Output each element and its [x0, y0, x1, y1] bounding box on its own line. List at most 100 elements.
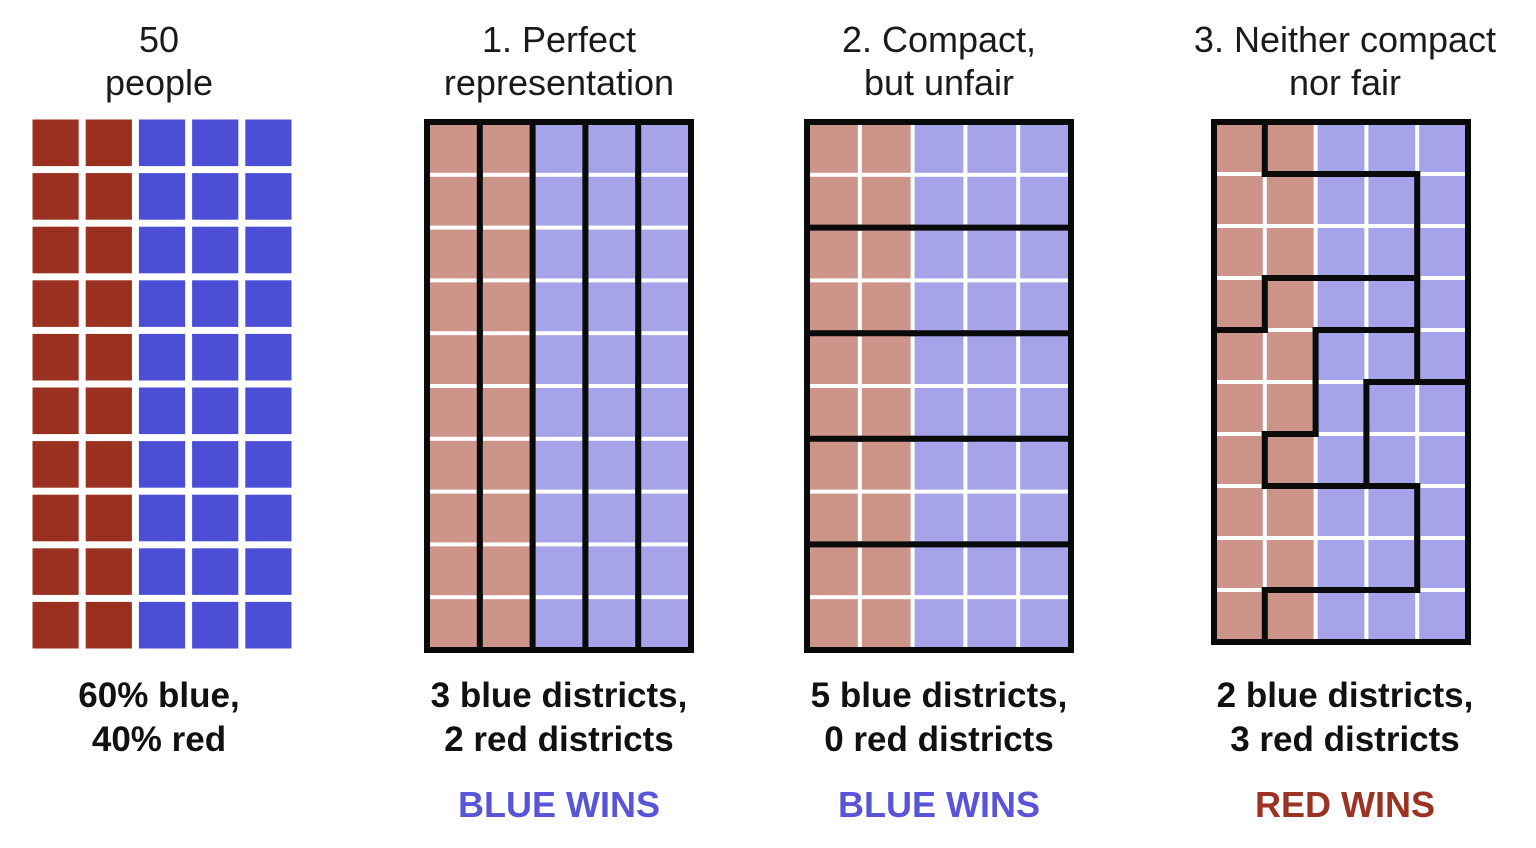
- blue-person-cell: [1317, 540, 1365, 588]
- blue-person-cell: [534, 599, 584, 648]
- blue-person-cell: [914, 493, 964, 543]
- blue-person-cell: [1368, 592, 1416, 640]
- blue-person-cell: [587, 493, 637, 543]
- red-person-cell: [481, 282, 531, 332]
- panel-result: 5 blue districts, 0 red districts: [780, 674, 1098, 762]
- blue-person-cell: [138, 601, 186, 649]
- blue-person-cell: [192, 601, 239, 649]
- blue-person-cell: [967, 282, 1017, 332]
- blue-person-cell: [1317, 228, 1365, 276]
- blue-person-cell: [1020, 282, 1069, 332]
- blue-person-cell: [914, 282, 964, 332]
- red-person-cell: [1216, 540, 1263, 588]
- blue-person-cell: [587, 282, 637, 332]
- blue-person-cell: [534, 124, 584, 173]
- panel-result-line-2: 0 red districts: [824, 720, 1054, 759]
- blue-person-cell: [1317, 176, 1365, 224]
- blue-person-cell: [967, 388, 1017, 437]
- blue-person-cell: [1419, 540, 1466, 588]
- blue-person-cell: [1419, 228, 1466, 276]
- red-person-cell: [429, 229, 478, 279]
- blue-person-cell: [1419, 176, 1466, 224]
- panel-title: 50 people: [0, 18, 318, 104]
- blue-person-cell: [1368, 488, 1416, 536]
- blue-person-cell: [245, 601, 292, 649]
- blue-person-cell: [640, 440, 689, 490]
- blue-person-cell: [1419, 124, 1466, 172]
- state-outline: [1211, 119, 1471, 645]
- red-person-cell: [809, 493, 858, 543]
- red-person-cell: [809, 335, 858, 384]
- red-person-cell: [1216, 592, 1263, 640]
- red-person-cell: [32, 387, 79, 435]
- panel-title: 2. Compact, but unfair: [780, 18, 1098, 104]
- red-person-cell: [32, 601, 79, 649]
- blue-person-cell: [1419, 488, 1466, 536]
- blue-person-cell: [534, 493, 584, 543]
- blue-person-cell: [587, 176, 637, 226]
- blue-person-cell: [587, 388, 637, 437]
- red-person-cell: [85, 333, 132, 381]
- red-person-cell: [85, 226, 132, 274]
- blue-person-cell: [1317, 436, 1365, 484]
- red-person-cell: [481, 493, 531, 543]
- blue-person-cell: [138, 387, 186, 435]
- panel-result-line-1: 2 blue districts,: [1216, 676, 1474, 715]
- red-person-cell: [85, 280, 132, 327]
- blue-person-cell: [1020, 124, 1069, 173]
- red-person-cell: [1266, 332, 1314, 380]
- verdict-label: RED WINS: [1255, 784, 1435, 825]
- red-person-cell: [481, 176, 531, 226]
- blue-person-cell: [640, 335, 689, 384]
- blue-person-cell: [967, 546, 1017, 596]
- blue-person-cell: [967, 335, 1017, 384]
- blue-person-cell: [245, 333, 292, 381]
- blue-person-cell: [914, 388, 964, 437]
- panel-title-line-2: representation: [443, 62, 675, 103]
- red-person-cell: [809, 388, 858, 437]
- red-person-cell: [1266, 228, 1314, 276]
- blue-person-cell: [245, 280, 292, 327]
- blue-person-cell: [967, 124, 1017, 173]
- red-person-cell: [1266, 124, 1314, 172]
- state-outline: [424, 119, 694, 653]
- red-person-cell: [85, 119, 132, 167]
- red-person-cell: [1266, 280, 1314, 328]
- red-person-cell: [861, 493, 911, 543]
- state-outline: [804, 119, 1074, 653]
- panel-title-line-2: nor fair: [1288, 62, 1402, 103]
- blue-person-cell: [192, 226, 239, 274]
- blue-person-cell: [1368, 228, 1416, 276]
- blue-person-cell: [138, 280, 186, 327]
- panel-result: 3 blue districts, 2 red districts: [400, 674, 718, 762]
- red-person-cell: [481, 335, 531, 384]
- red-person-cell: [481, 440, 531, 490]
- red-person-cell: [1216, 280, 1263, 328]
- blue-person-cell: [640, 229, 689, 279]
- blue-person-cell: [138, 173, 186, 220]
- blue-person-cell: [967, 176, 1017, 226]
- blue-person-cell: [192, 387, 239, 435]
- blue-person-cell: [587, 229, 637, 279]
- red-person-cell: [429, 124, 478, 173]
- blue-person-cell: [1368, 436, 1416, 484]
- blue-person-cell: [1419, 384, 1466, 432]
- blue-person-cell: [138, 333, 186, 381]
- blue-person-cell: [1020, 229, 1069, 279]
- blue-person-cell: [1368, 384, 1416, 432]
- blue-person-cell: [192, 280, 239, 327]
- panel-result-line-1: 60% blue,: [78, 676, 240, 715]
- panel-result-line-2: 40% red: [91, 720, 227, 759]
- blue-person-cell: [138, 226, 186, 274]
- blue-person-cell: [587, 124, 637, 173]
- blue-person-cell: [1020, 599, 1069, 648]
- blue-person-cell: [192, 494, 239, 542]
- red-person-cell: [1216, 384, 1263, 432]
- panel-title-line-1: 3. Neither compact: [1193, 19, 1497, 60]
- blue-person-cell: [1419, 436, 1466, 484]
- red-person-cell: [1216, 176, 1263, 224]
- blue-person-cell: [534, 229, 584, 279]
- red-person-cell: [429, 493, 478, 543]
- panel-result-line-1: 5 blue districts,: [810, 676, 1068, 715]
- red-person-cell: [861, 229, 911, 279]
